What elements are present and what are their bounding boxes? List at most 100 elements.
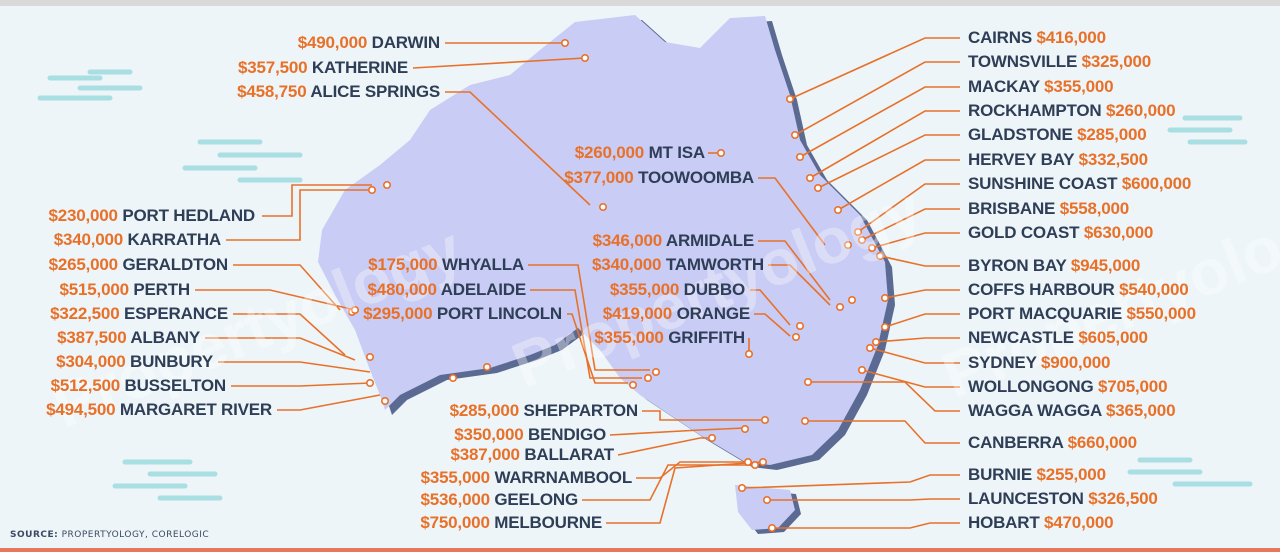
city-label-geelong: $536,000 GEELONG: [421, 490, 579, 510]
location-dot-dubbo: [795, 321, 804, 330]
connector-karratha: [226, 189, 372, 241]
city-name: MARGARET RIVER: [119, 400, 272, 419]
location-dot-armidale: [847, 295, 856, 304]
city-name: BUSSELTON: [124, 376, 227, 395]
city-price: $340,000: [591, 255, 662, 274]
city-label-esperance: $322,500 ESPERANCE: [50, 304, 228, 324]
city-name: ARMIDALE: [665, 231, 754, 250]
location-dot-gladstone: [813, 184, 822, 193]
city-label-launceston: LAUNCESTON $326,500: [968, 489, 1158, 509]
city-name: GEELONG: [494, 490, 578, 509]
city-name: DUBBO: [683, 280, 746, 299]
city-price: $660,000: [1067, 433, 1138, 452]
location-dot-sunshine-coast: [853, 228, 862, 237]
connector-brisbane: [861, 208, 960, 241]
location-dot-margaret-river: [380, 396, 389, 405]
city-name: ORANGE: [676, 304, 751, 323]
city-price: $515,000: [59, 280, 130, 299]
connector-canberra: [805, 420, 960, 444]
city-name: PORT HEDLAND: [122, 206, 255, 225]
city-name: GRIFFITH: [668, 328, 745, 347]
city-label-dubbo: $355,000 DUBBO: [610, 280, 745, 300]
location-dot-katherine: [580, 53, 589, 62]
location-dot-cairns: [785, 95, 794, 104]
city-price: $387,500: [57, 328, 127, 347]
city-price: $900,000: [1040, 353, 1111, 372]
city-name: TAMWORTH: [665, 255, 764, 274]
city-price: $175,000: [368, 255, 438, 274]
connector-launceston: [767, 498, 960, 501]
city-price: $605,000: [1078, 328, 1148, 347]
city-price: $705,000: [1098, 377, 1168, 396]
location-dot-shepparton: [760, 415, 769, 424]
city-price: $260,000: [574, 143, 645, 162]
city-name: GERALDTON: [122, 255, 228, 274]
location-dot-whyalla: [651, 367, 660, 376]
connector-byron-bay: [879, 255, 960, 267]
connector-bendigo: [609, 427, 746, 436]
location-dot-canberra: [800, 416, 809, 425]
location-dot-griffith: [744, 349, 753, 358]
city-label-katherine: $357,500 KATHERINE: [238, 58, 408, 78]
city-name: BUNBURY: [130, 352, 213, 371]
connector-warrnambool: [636, 461, 745, 479]
bottom-border: [0, 548, 1280, 552]
city-price: $470,000: [1044, 513, 1114, 532]
city-label-byron-bay: BYRON BAY $945,000: [968, 256, 1140, 276]
city-price: $550,000: [1126, 304, 1197, 323]
connector-armidale: [758, 240, 831, 301]
city-price: $346,000: [592, 231, 663, 250]
connector-albany: [205, 337, 356, 361]
city-price: $377,000: [564, 168, 634, 187]
location-dot-port-lincoln: [628, 380, 637, 389]
city-name: SYDNEY: [968, 353, 1037, 372]
connector-gold-coast: [871, 232, 960, 249]
city-price: $630,000: [1083, 223, 1154, 242]
city-price: $600,000: [1121, 174, 1192, 193]
city-label-bendigo: $350,000 BENDIGO: [454, 425, 606, 445]
connector-shepparton: [642, 410, 765, 421]
connector-port-macquarie: [884, 313, 960, 328]
city-label-alice-springs: $458,750 ALICE SPRINGS: [237, 82, 440, 102]
city-label-mackay: MACKAY $355,000: [968, 77, 1114, 97]
city-name: MACKAY: [968, 77, 1040, 96]
connector-perth: [195, 289, 356, 311]
city-label-brisbane: BRISBANE $558,000: [968, 199, 1129, 219]
city-price: $357,500: [238, 58, 308, 77]
city-price: $295,000: [363, 304, 433, 323]
city-name: WARRNAMBOOL: [494, 468, 632, 487]
city-label-mt-isa: $260,000 MT ISA: [575, 143, 705, 163]
city-label-port-lincoln: $295,000 PORT LINCOLN: [363, 304, 562, 324]
city-price: $558,000: [1059, 199, 1130, 218]
city-name: PERTH: [133, 280, 190, 299]
city-price: $325,000: [1081, 52, 1152, 71]
city-price: $265,000: [48, 255, 119, 274]
city-price: $490,000: [297, 33, 368, 52]
city-price: $285,000: [449, 401, 520, 420]
location-dot-byron-bay: [875, 252, 884, 261]
connector-port-lincoln: [567, 313, 628, 384]
connector-adelaide: [530, 289, 642, 379]
city-name: PORT LINCOLN: [436, 304, 562, 323]
city-price: $332,500: [1078, 150, 1149, 169]
city-price: $355,000: [609, 280, 680, 299]
connector-sydney: [869, 347, 960, 364]
city-label-griffith: $355,000 GRIFFITH: [594, 328, 745, 348]
location-dot-toowoomba: [843, 241, 852, 250]
connector-hobart: [772, 522, 960, 529]
connector-wagga-wagga: [808, 381, 960, 412]
location-dot-alice-springs: [598, 203, 607, 212]
connector-alice-springs: [445, 91, 591, 206]
location-dot-albany: [482, 362, 491, 371]
city-label-wagga-wagga: WAGGA WAGGA $365,000: [968, 401, 1176, 421]
city-label-ballarat: $387,000 BALLARAT: [450, 445, 614, 465]
city-name: HERVEY BAY: [968, 150, 1075, 169]
city-name: GOLD COAST: [968, 223, 1080, 242]
location-dot-rockhampton: [805, 174, 814, 183]
city-price: $387,000: [450, 445, 520, 464]
connector-mackay: [799, 86, 960, 158]
city-label-busselton: $512,500 BUSSELTON: [51, 376, 227, 396]
city-label-port-hedland: $230,000 PORT HEDLAND: [49, 206, 256, 226]
location-dot-wollongong: [857, 365, 866, 374]
